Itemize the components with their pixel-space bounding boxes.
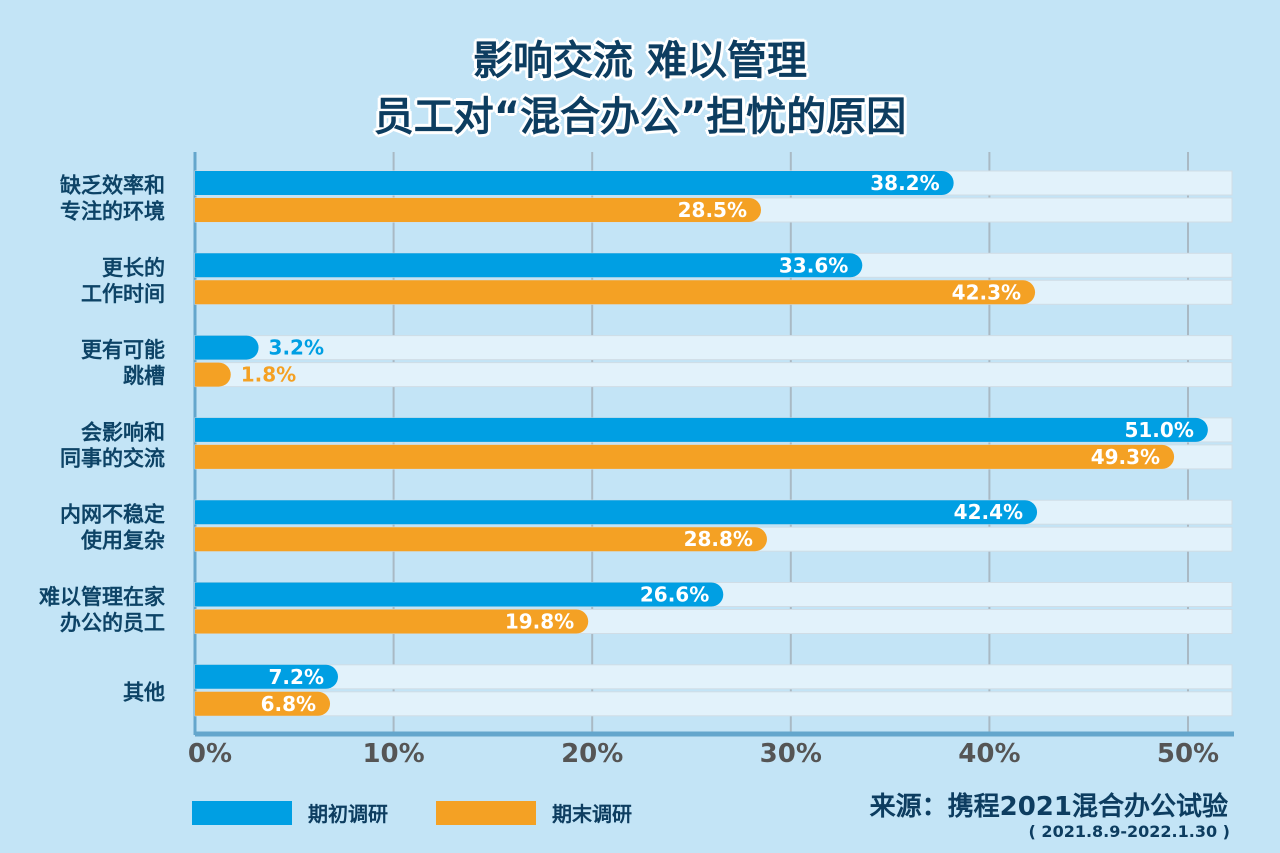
data-label: 33.6% [779,253,848,277]
x-tick-label: 10% [362,739,424,769]
data-label: 42.3% [952,280,1021,304]
data-label: 42.4% [954,500,1023,524]
bar-start [195,253,863,278]
bar-start [195,582,724,607]
category-label: 更长的 [102,256,165,280]
data-label: 3.2% [269,336,324,360]
bar-track [194,362,1233,388]
bar-track [194,335,1233,361]
legend-swatch-orange [436,800,536,825]
bar-end [195,444,1175,469]
source-dates: ( 2021.8.9-2022.1.30 ) [1028,822,1230,841]
bar-end [195,362,231,387]
chart-title-line1: 影响交流 难以管理 [473,38,807,84]
data-label: 38.2% [870,171,939,195]
bar-end [195,527,767,552]
bar-start [195,417,1208,442]
x-tick-label: 0% [188,739,232,769]
category-label: 跳槽 [123,364,165,388]
category-label: 更有可能 [81,338,165,362]
data-label: 28.8% [684,527,753,551]
data-label: 19.8% [505,610,574,634]
x-tick-label: 40% [958,739,1020,769]
data-label: 6.8% [261,692,316,716]
data-label: 7.2% [269,665,324,689]
bar-track [194,691,1233,717]
x-tick-label: 30% [760,739,822,769]
legend-item-start: 期初调研 [192,798,388,827]
x-tick-label: 20% [561,739,623,769]
category-label: 使用复杂 [80,529,165,553]
bar-start [195,664,338,689]
category-label: 难以管理在家 [38,585,166,609]
category-label: 其他 [123,680,165,704]
legend-label: 期末调研 [552,802,632,826]
category-label: 缺乏效率和 [60,174,165,198]
legend-swatch-blue [192,800,292,825]
category-label: 工作时间 [81,282,165,306]
category-label: 办公的员工 [60,611,165,635]
bar-track [194,664,1233,690]
data-label: 28.5% [678,198,747,222]
bar-end [195,609,589,634]
bar-start [195,335,259,360]
chart-title-line2: 员工对“混合办公”担忧的原因 [373,94,907,140]
category-label: 同事的交流 [60,446,165,470]
bar-start [195,500,1038,525]
category-label: 内网不稳定 [60,503,165,527]
category-label: 专注的环境 [60,200,165,224]
data-label: 49.3% [1091,445,1160,469]
bar-end [195,198,762,222]
bar-end [195,280,1036,305]
data-label: 26.6% [640,583,709,607]
legend-item-end: 期末调研 [436,798,632,827]
data-label: 1.8% [241,363,296,387]
x-tick-label: 50% [1157,739,1219,769]
legend-label: 期初调研 [308,802,388,826]
data-label: 51.0% [1124,418,1193,442]
bar-start [195,171,954,195]
bar-end [195,691,331,716]
category-label: 会影响和 [81,420,165,444]
source-text: 来源：携程2021混合办公试验 [869,792,1228,822]
